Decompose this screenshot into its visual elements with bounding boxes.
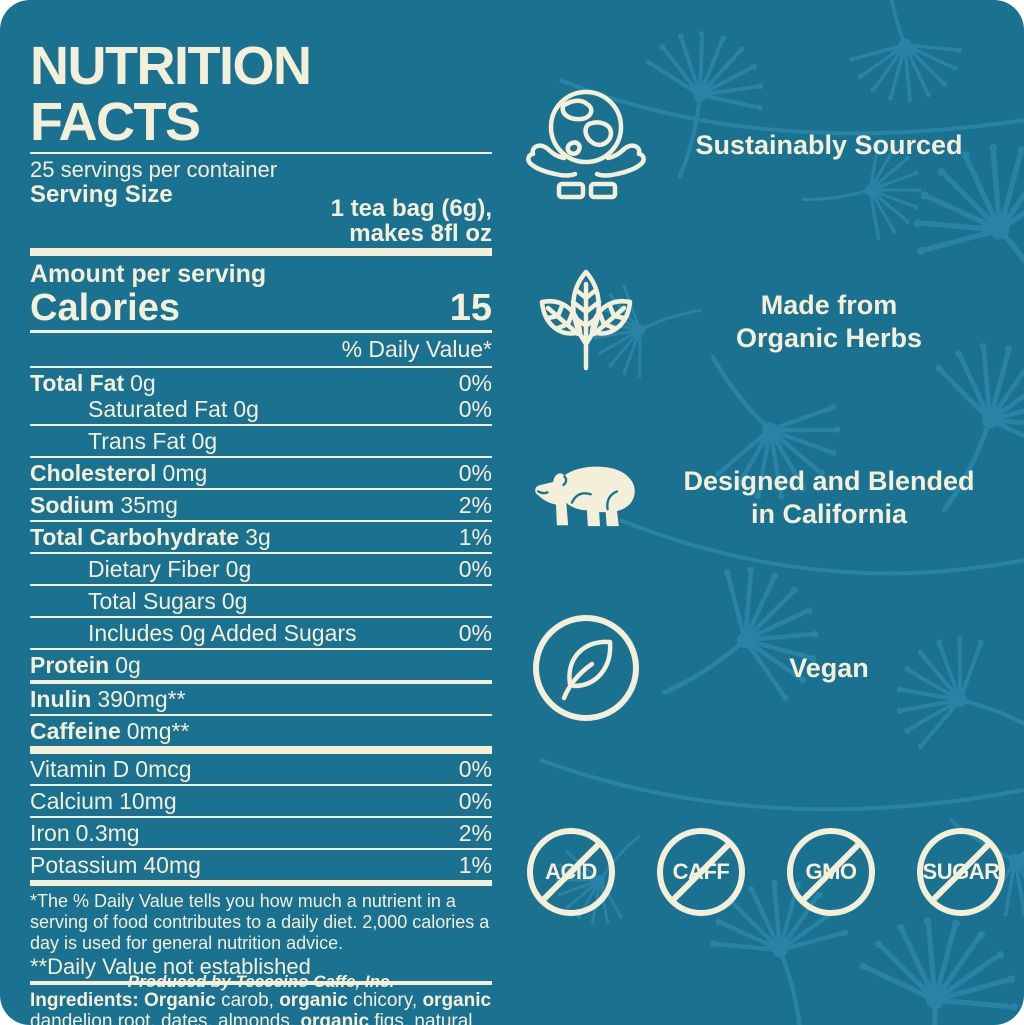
- free-from-badges: ACID CAFF GMO SUGAR: [527, 828, 1005, 916]
- bear-icon: [520, 459, 652, 537]
- no-acid-badge: ACID: [527, 828, 615, 916]
- no-sugar-badge: SUGAR: [917, 828, 1005, 916]
- serving-size-label: Serving Size: [30, 181, 173, 208]
- servings-per-container: 25 servings per container: [30, 157, 278, 182]
- feature-label: Sustainably Sourced: [695, 129, 963, 160]
- badge-label: GMO: [805, 859, 857, 884]
- nutrient-row-total-fat: Total Fat 0g 0%: [30, 370, 492, 396]
- calories-label: Calories: [30, 287, 180, 329]
- divider: [30, 816, 492, 818]
- feature-sustainably-sourced: Sustainably Sourced: [520, 78, 1006, 212]
- badge-label: CAFF: [672, 859, 730, 884]
- feature-vegan: Vegan: [520, 608, 1006, 728]
- no-caffeine-badge: CAFF: [657, 828, 745, 916]
- nutrient-row-total-carbohydrate: Total Carbohydrate 3g 1%: [30, 524, 492, 550]
- divider: [30, 488, 492, 490]
- badge-label: ACID: [545, 859, 597, 884]
- serving-size-value: 1 tea bag (6g), makes 8fl oz: [330, 195, 492, 247]
- earth-in-hands-icon: [520, 80, 652, 210]
- divider: [30, 424, 492, 426]
- divider: [30, 330, 492, 333]
- thick-divider: [30, 880, 492, 886]
- nutrient-row-vitamin-d: Vitamin D 0mcg 0%: [30, 756, 492, 782]
- nutrient-row-iron: Iron 0.3mg 2%: [30, 820, 492, 846]
- nutrient-row-dietary-fiber: Dietary Fiber 0g 0%: [88, 556, 492, 582]
- nutrient-row-cholesterol: Cholesterol 0mg 0%: [30, 460, 492, 486]
- feature-label: Vegan: [789, 652, 869, 683]
- divider: [30, 552, 492, 554]
- nutrient-row-potassium: Potassium 40mg 1%: [30, 852, 492, 878]
- nutrient-row-caffeine: Caffeine 0mg**: [30, 718, 190, 744]
- divider: [30, 648, 492, 650]
- serving-size-row: Serving Size 1 tea bag (6g), makes 8fl o…: [30, 182, 492, 246]
- feature-label: Designed and Blended in California: [683, 466, 975, 529]
- daily-value-footnote-2: **Daily Value not established: [30, 954, 311, 979]
- badge-label: SUGAR: [922, 859, 1000, 884]
- divider: [30, 714, 492, 716]
- herb-leaves-icon: [520, 264, 652, 380]
- nutrient-row-protein: Protein 0g: [30, 652, 141, 678]
- nutrient-row-saturated-fat: Saturated Fat 0g 0%: [88, 396, 492, 422]
- leaf-circle-icon: [520, 612, 652, 724]
- thick-divider: [30, 746, 492, 754]
- feature-organic-herbs: Made from Organic Herbs: [520, 262, 1006, 382]
- divider: [30, 520, 492, 522]
- ingredients-paragraph: Ingredients: Organic carob, organic chic…: [30, 990, 492, 1025]
- divider: [30, 680, 492, 684]
- daily-value-header: % Daily Value*: [341, 336, 492, 362]
- feature-label: Made from Organic Herbs: [735, 290, 923, 353]
- nutrition-facts-panel: NUTRITION FACTS 25 servings per containe…: [30, 38, 492, 1025]
- divider: [30, 981, 492, 985]
- produced-by: Produced by Teeccino Caffe, Inc.: [127, 972, 395, 991]
- divider: [30, 584, 492, 586]
- divider: [30, 616, 492, 618]
- nutrient-row-added-sugars: Includes 0g Added Sugars 0%: [88, 620, 492, 646]
- divider: [30, 848, 492, 850]
- amount-per-serving: Amount per serving: [30, 260, 267, 288]
- thick-divider: [30, 248, 492, 256]
- calories-value: 15: [449, 287, 492, 329]
- feature-california: Designed and Blended in California: [520, 448, 1006, 548]
- divider: [30, 456, 492, 458]
- daily-value-footnote: *The % Daily Value tells you how much a …: [30, 891, 490, 953]
- no-gmo-badge: GMO: [787, 828, 875, 916]
- divider: [30, 152, 492, 154]
- nutrient-row-inulin: Inulin 390mg**: [30, 686, 186, 712]
- divider: [30, 784, 492, 786]
- nutrition-facts-title: NUTRITION FACTS: [30, 36, 312, 152]
- calories-row: Calories 15: [30, 288, 492, 328]
- nutrient-row-total-sugars: Total Sugars 0g: [88, 588, 248, 614]
- divider: [30, 366, 492, 368]
- nutrient-row-sodium: Sodium 35mg 2%: [30, 492, 492, 518]
- nutrient-row-trans-fat: Trans Fat 0g: [88, 428, 218, 454]
- nutrient-row-calcium: Calcium 10mg 0%: [30, 788, 492, 814]
